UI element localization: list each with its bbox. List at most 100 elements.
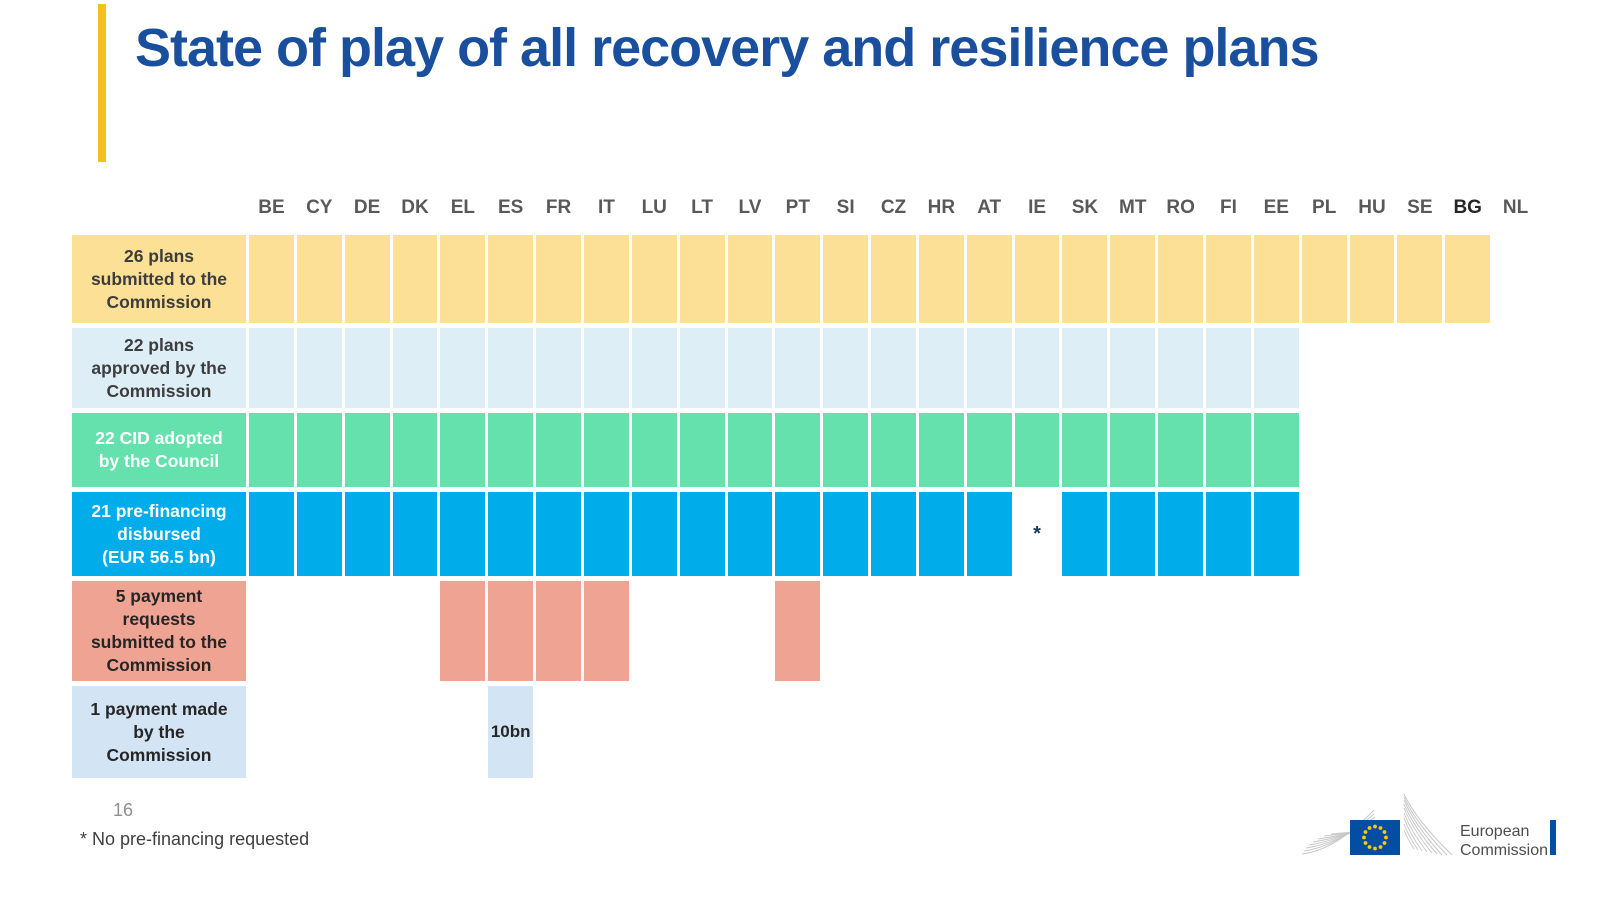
grid-cell-payment-requests-el <box>440 581 486 681</box>
grid-cell-approved-es <box>488 328 534 408</box>
grid-cell-submitted-cy <box>296 235 342 323</box>
grid-cell-submitted-bg <box>1445 235 1491 323</box>
grid-cell-submitted-dk <box>392 235 438 323</box>
grid-cell-submitted-pl <box>1301 235 1347 323</box>
grid-cell-payment-made-cz <box>871 686 916 778</box>
column-header-hu: HU <box>1358 197 1386 218</box>
grid-cell-payment-made-ie <box>1015 686 1060 778</box>
grid-cell-payment-made-it <box>584 686 629 778</box>
grid-cell-approved-de <box>344 328 390 408</box>
column-header-si: SI <box>836 197 855 218</box>
column-header-se: SE <box>1407 197 1433 218</box>
grid-cell-payment-requests-lv <box>728 581 773 681</box>
grid-cell-cid-adopted-lv <box>727 413 773 487</box>
column-header-ro: RO <box>1166 197 1195 218</box>
column-header-fi: FI <box>1220 197 1237 218</box>
grid-cell-submitted-it <box>583 235 629 323</box>
grid-cell-prefinancing-nl <box>1493 492 1538 576</box>
grid-cell-payment-requests-fr <box>536 581 581 681</box>
grid-cell-payment-made-lt <box>680 686 725 778</box>
grid-cell-prefinancing-mt <box>1110 492 1156 576</box>
grid-cell-prefinancing-se <box>1397 492 1442 576</box>
grid-cell-payment-requests-se <box>1397 581 1442 681</box>
grid-cell-approved-si <box>823 328 869 408</box>
grid-cell-approved-hr <box>918 328 964 408</box>
grid-cell-payment-made-si <box>823 686 868 778</box>
grid-cell-payment-requests-es <box>488 581 534 681</box>
grid-cell-payment-made-hr <box>919 686 964 778</box>
grid-cell-submitted-ie <box>1014 235 1060 323</box>
column-header-el: EL <box>450 197 475 218</box>
grid-cell-submitted-at <box>966 235 1012 323</box>
grid-cell-cid-adopted-at <box>966 413 1012 487</box>
grid-cell-submitted-ee <box>1253 235 1299 323</box>
grid-cell-payment-requests-at <box>967 581 1012 681</box>
grid-cell-payment-made-lu <box>632 686 677 778</box>
grid-cell-submitted-pt <box>775 235 821 323</box>
grid-cell-payment-requests-lt <box>680 581 725 681</box>
grid-cell-approved-lu <box>631 328 677 408</box>
column-header-sk: SK <box>1071 197 1099 218</box>
grid-cell-payment-made-ro <box>1158 686 1203 778</box>
grid-cell-prefinancing-ee <box>1253 492 1299 576</box>
grid-cell-payment-made-be <box>249 686 294 778</box>
grid-cell-approved-it <box>583 328 629 408</box>
grid-cell-payment-made-mt <box>1110 686 1155 778</box>
grid-cell-cid-adopted-es <box>488 413 534 487</box>
grid-cell-prefinancing-be <box>249 492 294 576</box>
grid-cell-submitted-ro <box>1158 235 1204 323</box>
grid-cell-approved-cz <box>871 328 916 408</box>
row-label-payment-requests: 5 payment requests submitted to the Comm… <box>72 581 246 681</box>
row-label-cid-adopted: 22 CID adopted by the Council <box>72 413 246 487</box>
grid-cell-payment-requests-de <box>345 581 390 681</box>
grid-cell-cid-adopted-pt <box>775 413 821 487</box>
grid-cell-payment-requests-ie <box>1015 581 1060 681</box>
grid-cell-cid-adopted-ie <box>1014 413 1060 487</box>
grid-cell-prefinancing-el <box>440 492 486 576</box>
logo-text-line1: European <box>1460 823 1529 840</box>
grid-cell-cid-adopted-fr <box>536 413 581 487</box>
grid-cell-payment-requests-si <box>823 581 868 681</box>
column-header-mt: MT <box>1119 197 1147 218</box>
grid-cell-prefinancing-pt <box>775 492 821 576</box>
grid-cell-payment-made-cy <box>297 686 342 778</box>
grid-corner <box>72 186 246 230</box>
grid-cell-approved-fr <box>536 328 581 408</box>
logo-text-line2: Commission <box>1460 842 1548 859</box>
grid-cell-payment-requests-hr <box>919 581 964 681</box>
grid-cell-payment-requests-ee <box>1254 581 1299 681</box>
grid-cell-cid-adopted-de <box>344 413 390 487</box>
grid-cell-prefinancing-hr <box>918 492 964 576</box>
grid-cell-submitted-el <box>440 235 486 323</box>
grid-cell-payment-made-dk <box>393 686 438 778</box>
grid-cell-prefinancing-lv <box>727 492 773 576</box>
grid-cell-prefinancing-hu <box>1350 492 1395 576</box>
grid-cell-submitted-cz <box>871 235 916 323</box>
grid-cell-approved-nl <box>1493 328 1538 408</box>
grid-cell-prefinancing-ie: * <box>1033 522 1041 545</box>
grid-cell-cid-adopted-ro <box>1158 413 1204 487</box>
column-header-ee: EE <box>1263 197 1289 218</box>
column-header-be: BE <box>258 197 285 218</box>
grid-cell-submitted-hr <box>918 235 964 323</box>
grid-cell-payment-requests-nl <box>1493 581 1538 681</box>
grid-cell-payment-made-bg <box>1445 686 1490 778</box>
recovery-plans-status-grid: BE CY DE DK EL ES FR IT LU LT LV PT SI CZ HR AT IE SK MT RO… <box>72 186 1538 778</box>
grid-cell-payment-made-de <box>345 686 390 778</box>
grid-cell-payment-requests-fi <box>1206 581 1251 681</box>
grid-cell-prefinancing-lu <box>631 492 677 576</box>
grid-cell-payment-made-pl <box>1302 686 1347 778</box>
grid-cell-approved-ee <box>1253 328 1299 408</box>
grid-cell-payment-made-fi <box>1206 686 1251 778</box>
column-header-fr: FR <box>545 197 572 218</box>
column-header-hr: HR <box>927 197 956 218</box>
grid-cell-submitted-lu <box>631 235 677 323</box>
grid-cell-approved-be <box>249 328 294 408</box>
grid-cell-prefinancing-cz <box>871 492 916 576</box>
grid-cell-submitted-sk <box>1062 235 1108 323</box>
grid-cell-cid-adopted-hr <box>918 413 964 487</box>
grid-cell-cid-adopted-ee <box>1253 413 1299 487</box>
grid-cell-cid-adopted-nl <box>1493 413 1538 487</box>
column-header-pt: PT <box>785 197 810 218</box>
grid-cell-prefinancing-pl <box>1302 492 1347 576</box>
